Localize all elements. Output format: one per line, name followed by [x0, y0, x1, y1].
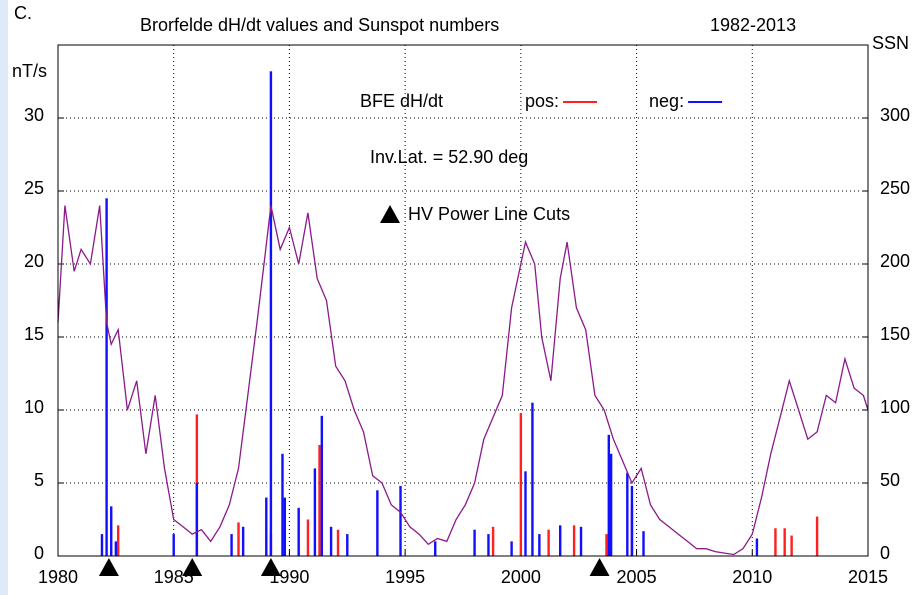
- bar: [538, 534, 541, 556]
- y2-tick-label: 0: [880, 543, 890, 563]
- bar: [318, 445, 321, 556]
- bar: [105, 198, 108, 557]
- chart-title: Brorfelde dH/dt values and Sunspot numbe…: [140, 15, 499, 35]
- bar: [313, 468, 317, 556]
- bar: [172, 534, 175, 556]
- bar: [283, 497, 286, 556]
- y-tick-label: 15: [24, 324, 44, 344]
- bar: [519, 412, 523, 556]
- legend-title: BFE dH/dt: [360, 91, 443, 111]
- bar: [626, 472, 629, 556]
- bar: [230, 534, 233, 556]
- bar: [195, 483, 199, 556]
- y2-tick-label: 300: [880, 105, 910, 125]
- event-legend-marker: [380, 205, 400, 223]
- bar: [491, 526, 495, 556]
- bar: [755, 538, 759, 556]
- bar: [114, 541, 118, 556]
- legend-label: neg:: [649, 91, 684, 111]
- y-axis-label: nT/s: [12, 61, 47, 81]
- bar: [269, 71, 273, 556]
- bar: [434, 541, 437, 556]
- bar: [559, 525, 562, 556]
- bar: [790, 535, 793, 556]
- bar: [241, 526, 245, 556]
- y-tick-label: 10: [24, 397, 44, 417]
- bar: [630, 485, 634, 556]
- y-tick-label: 20: [24, 251, 44, 271]
- annotation: Inv.Lat. = 52.90 deg: [370, 147, 528, 167]
- bar: [487, 534, 490, 556]
- bar: [783, 528, 786, 556]
- plot-frame: [57, 44, 869, 557]
- legend-label: pos:: [525, 91, 559, 111]
- bar: [329, 526, 333, 556]
- bar: [306, 519, 310, 556]
- bar: [237, 522, 240, 556]
- x-tick-label: 2010: [732, 567, 772, 587]
- x-tick-label: 2005: [617, 567, 657, 587]
- x-tick-label: 2000: [501, 567, 541, 587]
- bar: [100, 534, 104, 556]
- event-marker: [98, 558, 119, 576]
- bar: [531, 402, 534, 556]
- y2-tick-label: 250: [880, 178, 910, 198]
- y-tick-label: 0: [34, 543, 44, 563]
- event-marker: [589, 558, 610, 576]
- bar: [609, 453, 613, 556]
- x-tick-label: 1985: [154, 567, 194, 587]
- x-tick-label: 1990: [269, 567, 309, 587]
- bar: [473, 529, 476, 556]
- bar: [572, 525, 576, 556]
- bar: [346, 534, 349, 556]
- y-tick-label: 25: [24, 178, 44, 198]
- y2-tick-label: 150: [880, 324, 910, 344]
- panel-label: C.: [14, 3, 32, 23]
- bar: [510, 541, 513, 556]
- chart-subtitle: 1982-2013: [710, 15, 796, 35]
- bar: [399, 485, 402, 556]
- y2-tick-label: 200: [880, 251, 910, 271]
- y2-tick-label: 50: [880, 470, 900, 490]
- x-tick-label: 1995: [385, 567, 425, 587]
- bar: [524, 471, 527, 556]
- bar: [116, 525, 120, 556]
- ssn-line: [57, 205, 869, 556]
- bar: [815, 516, 819, 556]
- bar: [376, 490, 379, 556]
- chart-background: [8, 0, 918, 595]
- bar: [336, 529, 340, 556]
- bar: [320, 415, 324, 556]
- bar: [547, 529, 550, 556]
- event-marker: [182, 558, 203, 576]
- bar: [297, 507, 300, 556]
- bar: [642, 531, 645, 556]
- y-tick-label: 5: [34, 470, 44, 490]
- bar: [265, 497, 268, 556]
- x-tick-label: 2015: [848, 567, 888, 587]
- event-legend-label: HV Power Line Cuts: [408, 204, 570, 224]
- bar: [607, 434, 610, 556]
- x-tick-label: 1980: [38, 567, 78, 587]
- bar: [110, 506, 113, 556]
- event-marker: [260, 558, 281, 576]
- bar: [774, 528, 777, 556]
- y2-axis-label: SSN: [872, 33, 909, 53]
- bar: [605, 534, 608, 556]
- bar: [281, 453, 284, 556]
- y2-tick-label: 100: [880, 397, 910, 417]
- y-tick-label: 30: [24, 105, 44, 125]
- bar: [579, 526, 583, 556]
